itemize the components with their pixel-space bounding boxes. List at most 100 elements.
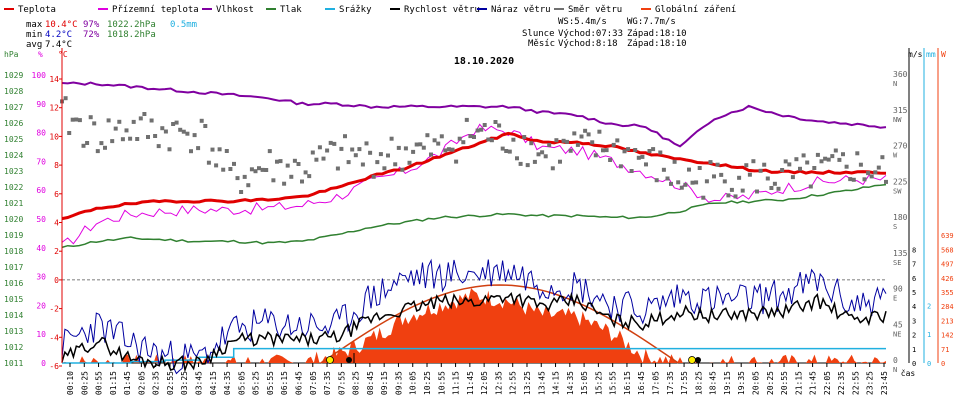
wind-direction-point (658, 150, 663, 155)
ms-tick-label: 0 (912, 360, 916, 368)
right-axes: m/s mm W0N45NE90E135SE180S225SW270W315NW36… (893, 48, 954, 374)
hpa-tick-label: 1014 (4, 311, 23, 320)
wind-direction-point (328, 140, 333, 145)
wind-direction-point (482, 123, 487, 127)
wind-direction-point (389, 136, 394, 141)
moon-label: Měsíc (528, 39, 555, 49)
wind-direction-point (687, 167, 691, 172)
pct-tick-label: 100 (32, 71, 47, 80)
wind-direction-point (350, 147, 355, 152)
x-tick-label: 10:55 (437, 371, 446, 395)
temp-tick-label: 2 (54, 247, 59, 256)
deg-tick-label: 45 (893, 320, 903, 329)
wind-direction-point (300, 179, 304, 184)
wind-direction-point (479, 127, 484, 132)
wind-direction-point (429, 152, 433, 157)
wind-direction-point (755, 189, 759, 194)
stats-max-label: max (26, 20, 43, 30)
wind-direction-point (765, 176, 770, 181)
wind-direction-point (450, 147, 455, 152)
wind-direction-point (815, 152, 820, 157)
wind-direction-point (339, 146, 344, 151)
wind-direction-point (823, 156, 828, 161)
wind-direction-point (848, 177, 853, 182)
x-tick-label: 11:15 (452, 371, 461, 395)
hpa-tick-label: 1025 (4, 135, 23, 144)
wind-direction-point (353, 153, 358, 158)
wind-direction-point (214, 163, 219, 168)
hpa-tick-label: 1021 (4, 199, 23, 208)
wind-direction-point (529, 141, 534, 146)
wind-direction-point (737, 175, 742, 180)
wind-direction-point (783, 159, 788, 164)
wind-direction-point (224, 149, 229, 153)
series-line (62, 347, 886, 364)
pct-tick-label: 90 (36, 100, 46, 109)
x-tick-label: 04:35 (223, 371, 232, 395)
wind-direction-point (486, 137, 491, 142)
ms-tick-label: 5 (912, 289, 916, 297)
theoretical-radiation-curve (320, 284, 679, 364)
wind-direction-point (518, 161, 523, 166)
ms-tick-label: 8 (912, 246, 916, 254)
x-tick-label: 16:45 (637, 371, 646, 395)
hpa-tick-label: 1019 (4, 231, 23, 240)
wind-direction-point (81, 143, 86, 148)
wind-direction-point (661, 167, 666, 172)
x-tick-label: 02:55 (166, 371, 175, 395)
wind-direction-point (235, 176, 240, 181)
wind-direction-point (332, 141, 337, 146)
ms-tick-label: 4 (912, 303, 916, 311)
temp-tick-label: -4 (49, 333, 59, 342)
wind-direction-point (378, 152, 383, 157)
wind-direction-points (60, 96, 888, 200)
chart-title: 18.10.2020 (454, 56, 514, 67)
x-tick-label: 17:05 (652, 371, 661, 395)
wind-direction-point (249, 167, 254, 172)
legend-label: Teplota (18, 5, 56, 15)
wind-direction-point (629, 169, 634, 173)
x-tick-label: 20:25 (766, 371, 775, 395)
w-tick-label: 568 (941, 246, 954, 254)
wind-direction-point (776, 186, 781, 191)
wind-direction-point (163, 129, 168, 134)
wind-direction-point (77, 118, 82, 123)
wind-direction-point (772, 181, 777, 186)
wind-direction-point (314, 157, 319, 162)
x-tick-label: 00:55 (95, 371, 104, 395)
ms-axis-title: m/s (908, 50, 923, 59)
wind-direction-point (70, 117, 75, 122)
stats-min-press: 1018.2hPa (107, 30, 156, 40)
wind-direction-point (751, 159, 756, 164)
wind-direction-point (493, 120, 498, 124)
wg-text: WG:7.7m/s (627, 17, 676, 27)
x-tick-label: 08:25 (352, 371, 361, 395)
sunrise-text: Východ:07:33 (558, 29, 623, 39)
wind-direction-point (346, 160, 351, 165)
wind-direction-point (547, 143, 552, 147)
legend-label: Tlak (280, 5, 302, 15)
wind-direction-point (540, 150, 545, 155)
wind-direction-point (866, 171, 871, 176)
x-tick-label: 00:25 (80, 371, 89, 395)
wind-direction-point (651, 147, 656, 152)
wind-direction-point (418, 142, 423, 147)
wind-direction-point (120, 137, 125, 142)
wind-direction-point (278, 159, 283, 164)
hpa-tick-label: 1011 (4, 359, 23, 368)
wind-direction-point (411, 149, 416, 154)
wind-direction-point (884, 179, 888, 184)
mm-tick-label: 1 (927, 331, 931, 339)
deg-tick-label: 360 (893, 70, 908, 79)
x-tick-label: 10:25 (423, 371, 432, 395)
wind-direction-point (461, 140, 466, 145)
deg-tick-label: 135 (893, 249, 908, 258)
x-tick-label: 21:45 (809, 371, 818, 395)
wind-direction-point (701, 195, 706, 200)
series-lines (61, 81, 887, 375)
wind-direction-point (253, 169, 258, 174)
stats-max-temp: 10.4°C (45, 20, 78, 30)
wind-direction-point (110, 139, 115, 144)
wind-direction-point (88, 115, 93, 120)
wind-direction-point (712, 174, 716, 179)
